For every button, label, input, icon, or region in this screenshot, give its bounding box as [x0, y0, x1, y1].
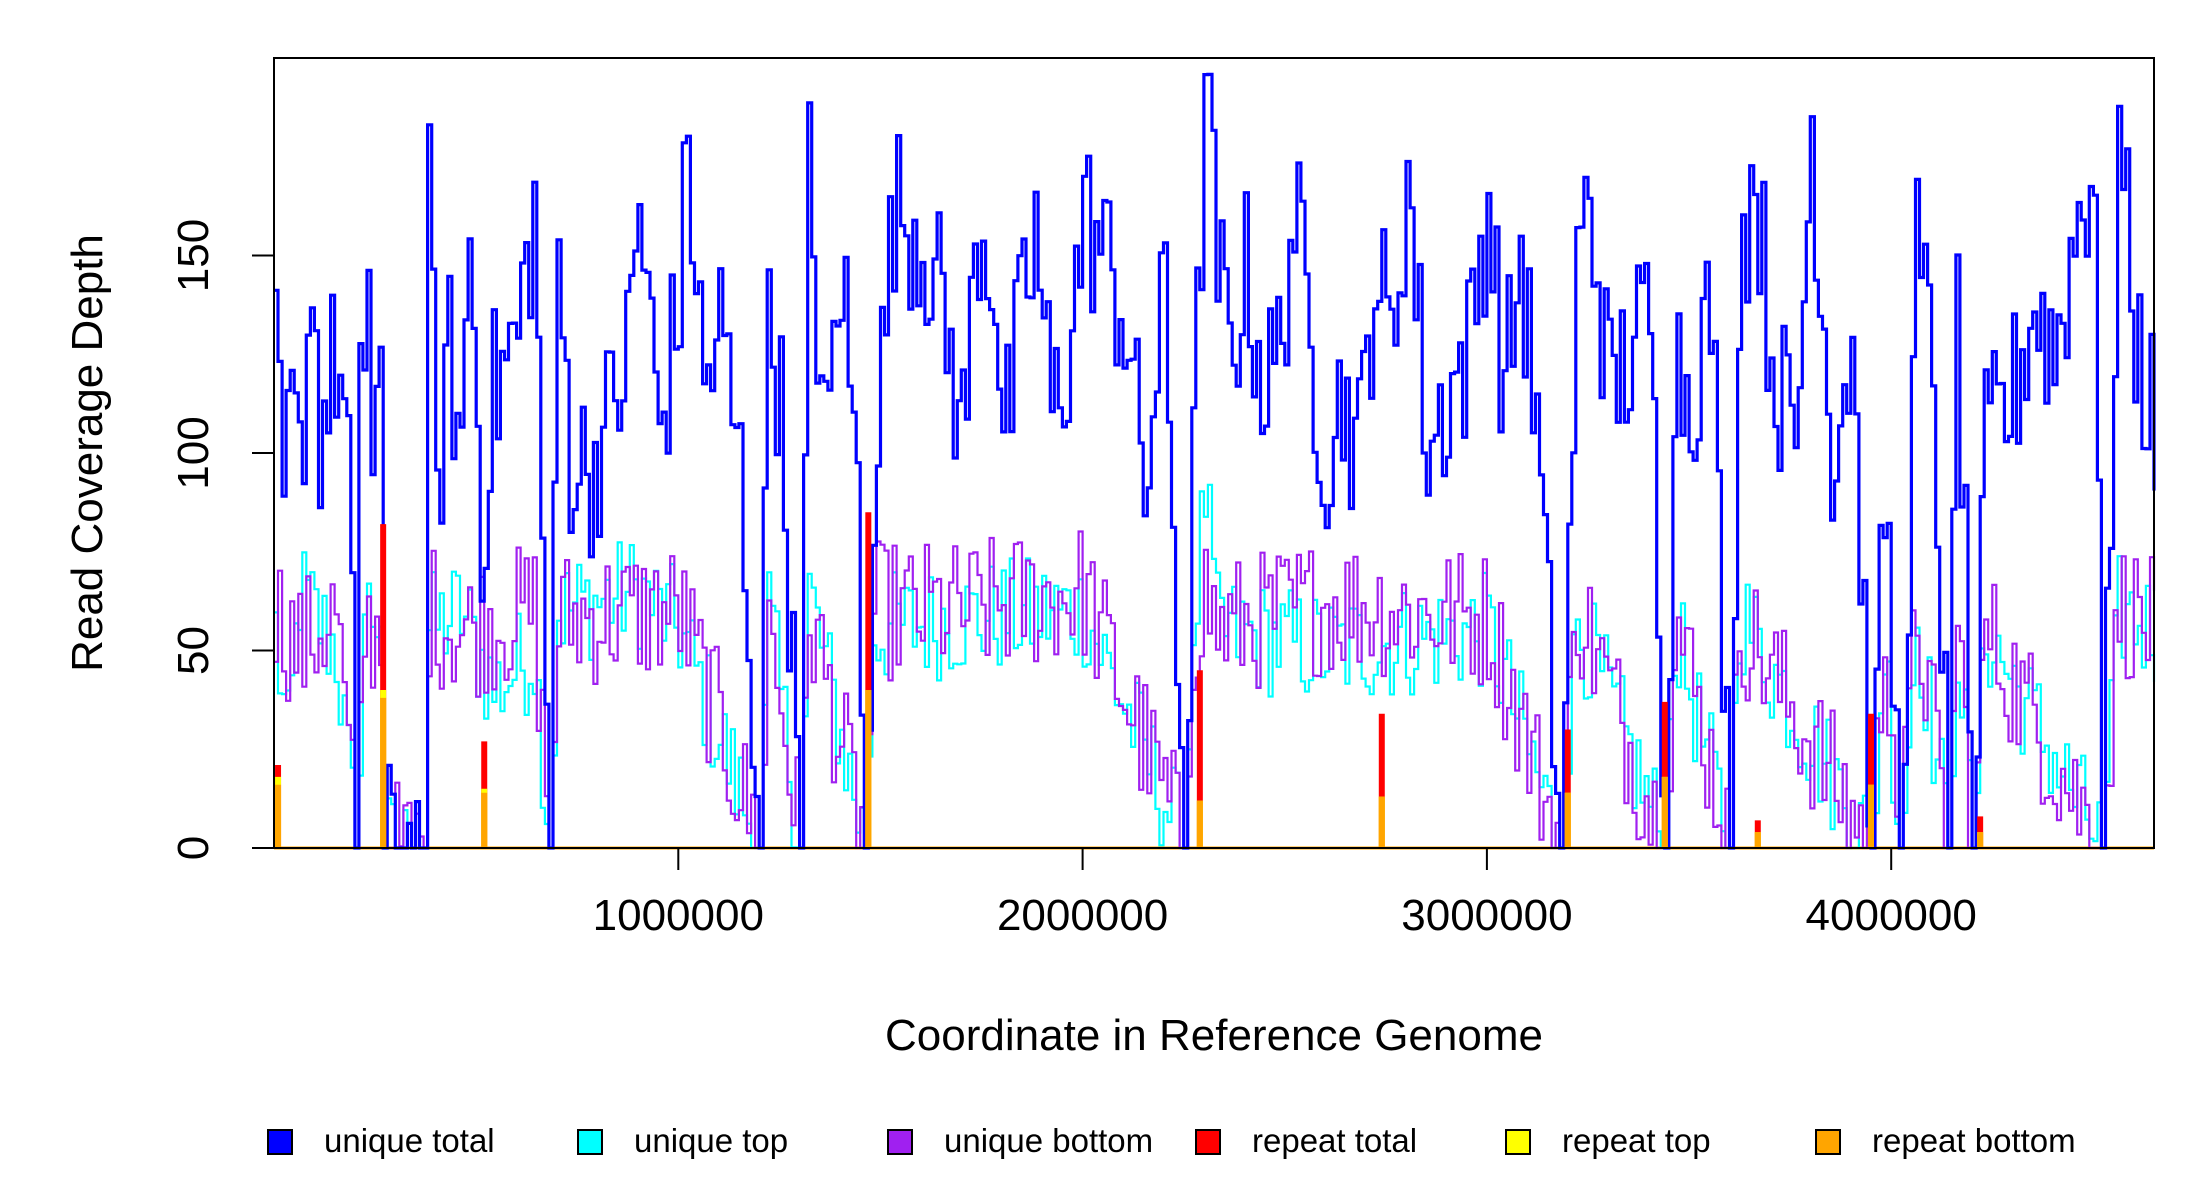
legend-label-unique-total: unique total — [324, 1122, 495, 1159]
series-unique-bottom-line — [274, 530, 2156, 850]
y-tick-label: 100 — [169, 416, 218, 489]
legend-label-repeat-total: repeat total — [1252, 1122, 1417, 1159]
y-tick-label: 0 — [169, 836, 218, 860]
legend-label-repeat-top: repeat top — [1562, 1122, 1711, 1159]
x-tick-label: 1000000 — [593, 891, 764, 940]
series-unique-total-line — [274, 72, 2156, 850]
x-tick-label: 2000000 — [997, 891, 1168, 940]
x-axis-label: Coordinate in Reference Genome — [885, 1011, 1543, 1060]
x-tick-label: 3000000 — [1401, 891, 1572, 940]
x-axis: 1000000 2000000 3000000 4000000 — [593, 847, 1977, 940]
legend-swatch-unique-top — [577, 1129, 603, 1155]
legend-label-unique-bottom: unique bottom — [944, 1122, 1153, 1159]
legend-swatch-unique-total — [267, 1129, 293, 1155]
x-tick-label: 4000000 — [1806, 891, 1977, 940]
y-tick-label: 50 — [169, 626, 218, 675]
legend-label-repeat-bottom: repeat bottom — [1872, 1122, 2076, 1159]
y-axis-label: Read Coverage Depth — [63, 234, 112, 672]
legend-label-unique-top: unique top — [634, 1122, 788, 1159]
series-layer — [274, 72, 2156, 850]
legend-swatch-repeat-top — [1505, 1129, 1531, 1155]
y-axis: 0 50 100 150 — [169, 219, 275, 860]
legend-swatch-unique-bottom — [887, 1129, 913, 1155]
legend: unique total unique top unique bottom repea… — [267, 1122, 2076, 1159]
legend-swatch-repeat-bottom — [1815, 1129, 1841, 1155]
y-tick-label: 150 — [169, 219, 218, 292]
legend-swatch-repeat-total — [1195, 1129, 1221, 1155]
